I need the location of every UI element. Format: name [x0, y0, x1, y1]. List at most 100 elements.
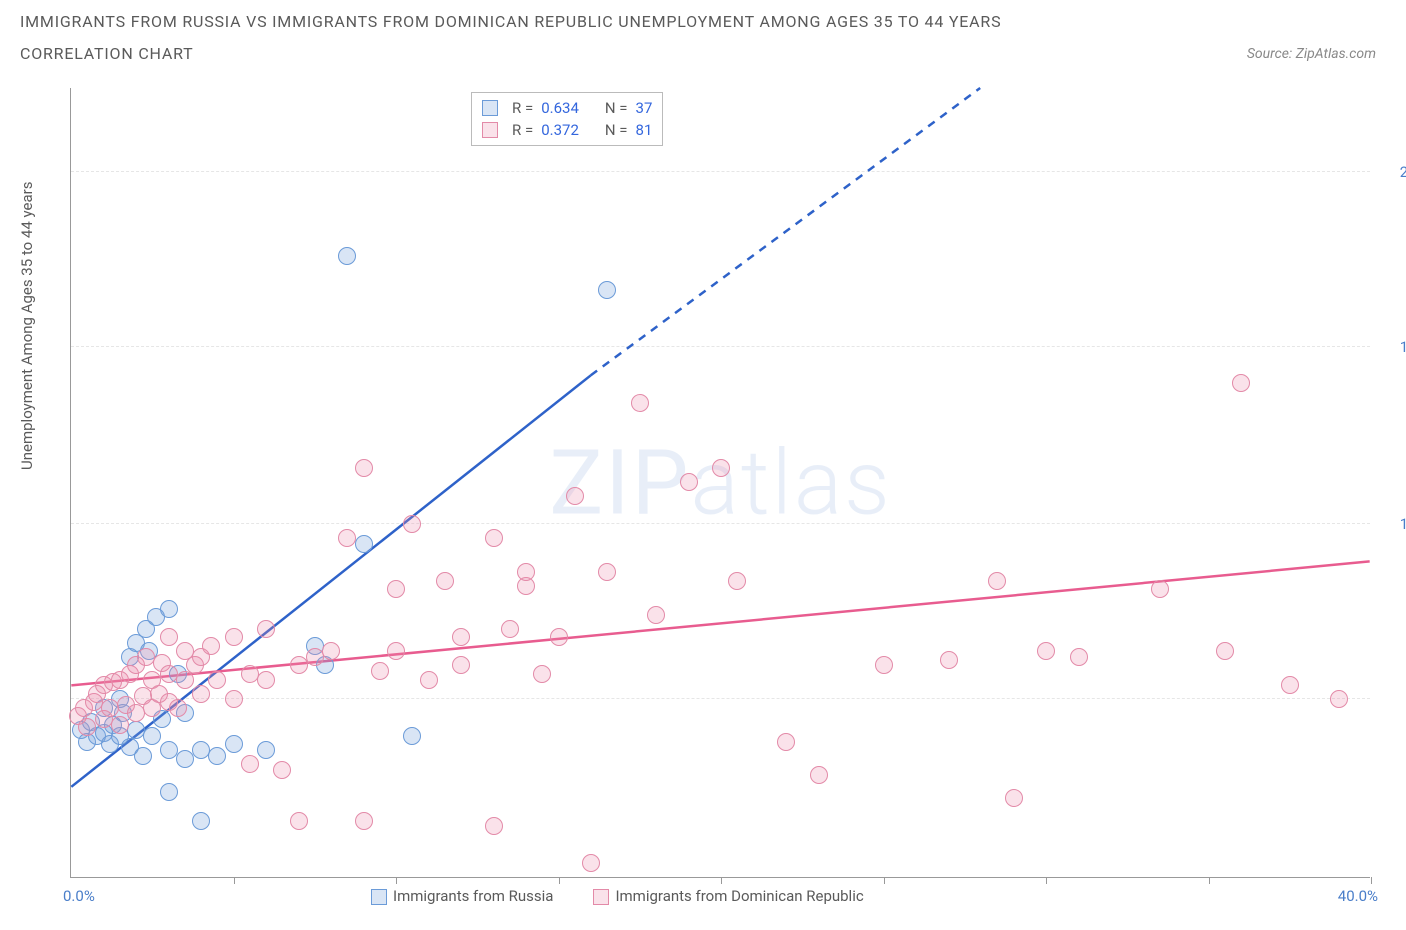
x-tick	[1371, 877, 1372, 884]
y-tick-label: 18.8%	[1380, 338, 1406, 356]
data-point	[355, 459, 373, 477]
legend-label: Immigrants from Russia	[393, 887, 553, 905]
data-point	[160, 600, 178, 618]
data-point	[160, 628, 178, 646]
trend-line	[71, 375, 590, 786]
data-point	[273, 761, 291, 779]
data-point	[1005, 789, 1023, 807]
data-point	[582, 854, 600, 872]
data-point	[452, 628, 470, 646]
data-point	[387, 642, 405, 660]
y-axis-label: Unemployment Among Ages 35 to 44 years	[18, 182, 36, 470]
data-point	[436, 572, 454, 590]
x-tick	[1209, 877, 1210, 884]
legend-swatch	[371, 889, 387, 905]
data-point	[940, 651, 958, 669]
data-point	[598, 281, 616, 299]
data-point	[1216, 642, 1234, 660]
chart-title-line1: IMMIGRANTS FROM RUSSIA VS IMMIGRANTS FRO…	[20, 12, 1001, 31]
data-point	[371, 662, 389, 680]
data-point	[1330, 690, 1348, 708]
data-point	[598, 563, 616, 581]
data-point	[338, 247, 356, 265]
data-point	[134, 747, 152, 765]
legend-swatch	[593, 889, 609, 905]
stat-r-label: R =	[512, 97, 533, 119]
data-point	[322, 642, 340, 660]
data-point	[1281, 676, 1299, 694]
data-point	[192, 812, 210, 830]
data-point	[680, 473, 698, 491]
data-point	[1070, 648, 1088, 666]
x-max-label: 40.0%	[1338, 887, 1378, 905]
y-tick-label: 12.5%	[1380, 515, 1406, 533]
stat-r-label: R =	[512, 119, 533, 141]
data-point	[533, 665, 551, 683]
data-point	[355, 812, 373, 830]
stat-r-value: 0.372	[541, 119, 579, 141]
data-point	[225, 735, 243, 753]
data-point	[78, 718, 96, 736]
data-point	[290, 812, 308, 830]
data-point	[501, 620, 519, 638]
data-point	[647, 606, 665, 624]
data-point	[160, 741, 178, 759]
y-tick-label: 6.3%	[1380, 690, 1406, 708]
data-point	[485, 817, 503, 835]
data-point	[875, 656, 893, 674]
data-point	[257, 671, 275, 689]
data-point	[192, 685, 210, 703]
data-point	[290, 656, 308, 674]
data-point	[403, 727, 421, 745]
stat-n-label: N =	[605, 119, 628, 141]
x-tick	[559, 877, 560, 884]
stat-n-label: N =	[605, 97, 628, 119]
x-min-label: 0.0%	[63, 887, 95, 905]
chart-title-line2: CORRELATION CHART	[20, 44, 194, 63]
source-label: Source: ZipAtlas.com	[1247, 46, 1376, 62]
data-point	[550, 628, 568, 646]
data-point	[387, 580, 405, 598]
data-point	[420, 671, 438, 689]
data-point	[169, 699, 187, 717]
legend-swatch	[482, 100, 498, 116]
data-point	[225, 628, 243, 646]
x-tick	[234, 877, 235, 884]
data-point	[403, 515, 421, 533]
x-tick	[396, 877, 397, 884]
legend-item: Immigrants from Russia	[371, 887, 553, 905]
stat-n-value: 81	[636, 119, 653, 141]
data-point	[1232, 374, 1250, 392]
data-point	[202, 637, 220, 655]
data-point	[1037, 642, 1055, 660]
stats-row: R = 0.372 N = 81	[482, 119, 652, 141]
y-tick-label: 25.0%	[1380, 163, 1406, 181]
data-point	[176, 750, 194, 768]
data-point	[111, 716, 129, 734]
data-point	[225, 690, 243, 708]
data-point	[566, 487, 584, 505]
data-point	[355, 535, 373, 553]
x-tick	[884, 877, 885, 884]
stat-n-value: 37	[636, 97, 653, 119]
data-point	[208, 747, 226, 765]
data-point	[728, 572, 746, 590]
data-point	[208, 671, 226, 689]
data-point	[485, 529, 503, 547]
x-tick	[721, 877, 722, 884]
plot-area: ZIPatlas R =0.634N =37R =0.372N =81 0.0%…	[70, 88, 1370, 878]
data-point	[1151, 580, 1169, 598]
x-tick	[1046, 877, 1047, 884]
legend-label: Immigrants from Dominican Republic	[615, 887, 863, 905]
data-point	[257, 620, 275, 638]
data-point	[712, 459, 730, 477]
data-point	[143, 727, 161, 745]
data-point	[101, 699, 119, 717]
bottom-legend: Immigrants from Russia Immigrants from Do…	[371, 887, 864, 905]
data-point	[338, 529, 356, 547]
data-point	[241, 755, 259, 773]
data-point	[452, 656, 470, 674]
data-point	[631, 394, 649, 412]
stats-legend-box: R =0.634N =37R =0.372N =81	[471, 92, 663, 146]
data-point	[517, 563, 535, 581]
